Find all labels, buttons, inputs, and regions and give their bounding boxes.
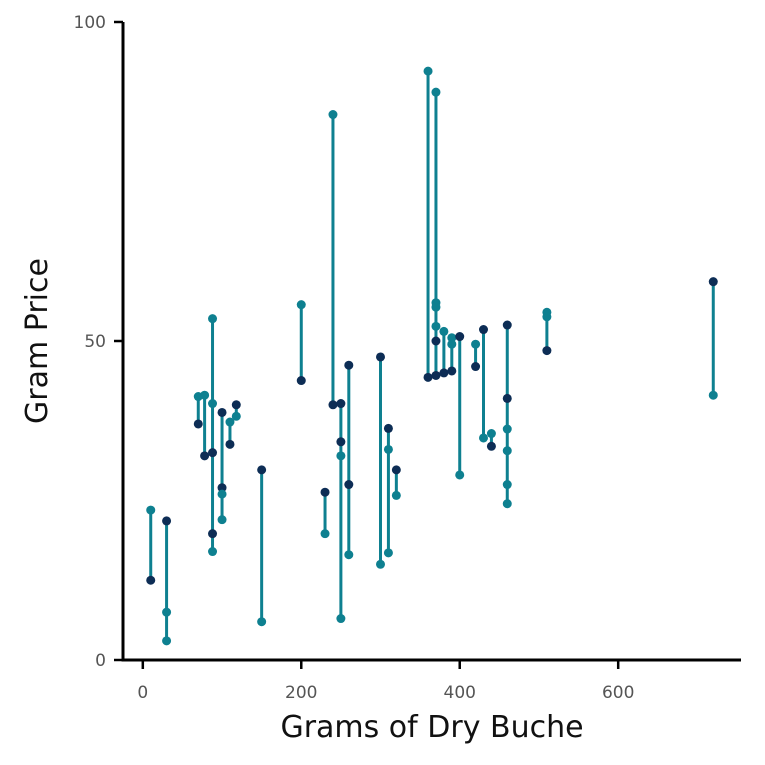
price-point <box>439 326 449 336</box>
price-point <box>328 400 338 410</box>
price-point <box>479 325 488 335</box>
y-axis-ticks: 0 50 100 <box>74 13 123 671</box>
price-point <box>376 559 385 569</box>
price-point <box>708 277 718 287</box>
price-point <box>431 302 441 312</box>
price-point <box>447 339 457 349</box>
price-point <box>208 529 218 539</box>
price-point <box>344 480 354 490</box>
price-point <box>502 499 512 509</box>
price-point <box>502 393 512 403</box>
price-point <box>391 490 401 500</box>
price-point <box>320 529 330 539</box>
price-point <box>502 480 512 490</box>
price-point <box>208 314 218 324</box>
price-point <box>162 636 172 646</box>
price-point <box>225 417 235 427</box>
price-point <box>542 312 552 322</box>
price-point <box>328 110 338 120</box>
price-point <box>336 614 346 624</box>
price-point <box>344 550 354 560</box>
price-point <box>455 470 465 480</box>
price-point <box>431 87 441 97</box>
price-point <box>217 515 227 525</box>
price-point <box>447 333 457 343</box>
price-point <box>471 339 481 349</box>
price-point <box>502 446 512 456</box>
price-point <box>336 451 346 461</box>
price-point <box>162 516 172 526</box>
price-point <box>431 321 441 331</box>
price-point <box>431 370 441 380</box>
price-points <box>146 66 718 646</box>
price-point <box>146 575 156 585</box>
price-point <box>447 366 457 376</box>
price-point <box>455 332 465 342</box>
price-point <box>383 548 393 558</box>
price-point <box>257 465 267 475</box>
price-point <box>208 547 218 557</box>
price-point <box>200 451 210 461</box>
price-point <box>344 360 354 370</box>
price-point <box>208 399 218 409</box>
price-point <box>162 607 172 617</box>
price-point <box>708 390 718 400</box>
price-point <box>257 617 267 627</box>
price-point <box>542 346 552 356</box>
price-point <box>502 320 512 330</box>
price-point <box>479 433 488 443</box>
price-point <box>439 368 449 378</box>
price-point <box>391 465 401 475</box>
x-tick-label: 200 <box>285 683 317 703</box>
price-point <box>320 487 330 497</box>
price-point <box>231 400 241 410</box>
price-point <box>208 448 218 458</box>
price-point <box>217 407 227 417</box>
y-tick-label: 0 <box>95 651 106 671</box>
price-point <box>200 390 210 400</box>
price-point <box>423 66 433 76</box>
y-tick-label: 100 <box>74 13 106 33</box>
price-point <box>486 441 496 451</box>
price-point <box>231 411 241 421</box>
price-point <box>423 372 433 382</box>
x-axis-title: Grams of Dry Buche <box>280 710 583 745</box>
price-point <box>431 336 441 346</box>
price-point <box>296 300 306 310</box>
x-tick-label: 0 <box>137 683 148 703</box>
x-tick-label: 600 <box>602 683 634 703</box>
price-range-segments <box>149 71 715 641</box>
price-point <box>383 444 393 454</box>
price-point <box>217 483 227 493</box>
price-point <box>225 439 235 449</box>
price-point <box>146 505 156 515</box>
price-point <box>296 376 306 386</box>
price-point <box>502 424 512 434</box>
x-axis-ticks: 0 200 400 600 <box>137 660 634 703</box>
price-point <box>471 362 481 372</box>
x-tick-label: 400 <box>444 683 476 703</box>
y-tick-label: 50 <box>84 332 106 352</box>
price-point <box>486 429 496 439</box>
price-point <box>193 419 203 429</box>
price-point <box>336 437 346 447</box>
price-point <box>217 489 227 499</box>
price-point <box>383 423 393 433</box>
price-point <box>376 352 385 362</box>
y-axis-title: Gram Price <box>20 258 55 424</box>
price-point <box>336 399 346 409</box>
